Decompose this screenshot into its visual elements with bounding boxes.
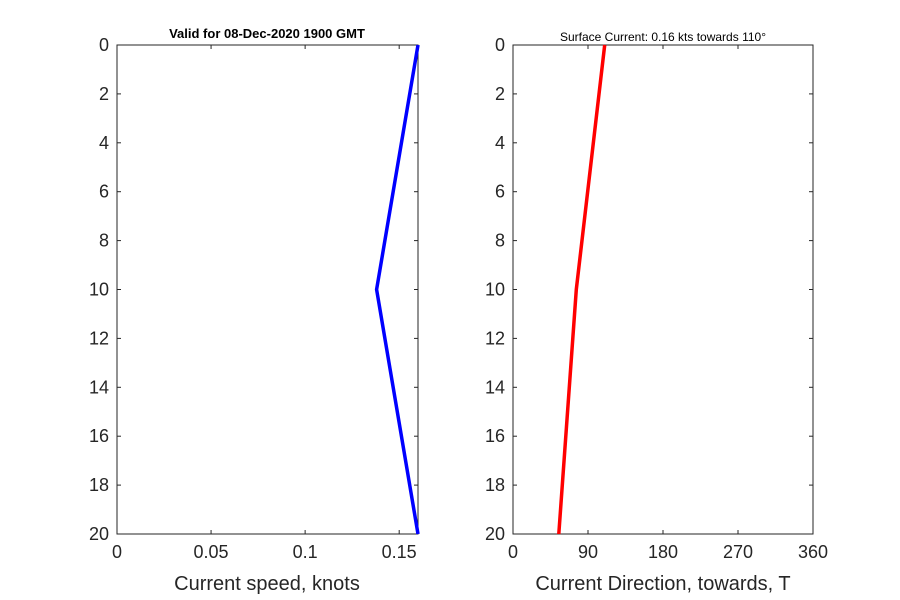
direction-tick-marks: [512, 44, 814, 535]
speed-x-axis-label: Current speed, knots: [174, 573, 360, 595]
speed-x-tick-label: 0.05: [194, 542, 229, 562]
direction-x-tick-label: 90: [578, 542, 598, 562]
speed-y-tick-label: 16: [89, 426, 109, 446]
speed-y-tick-label: 20: [89, 524, 109, 544]
speed-y-tick-label: 6: [99, 182, 109, 202]
speed-x-tick-labels: 0 0.05 0.1 0.15: [112, 542, 417, 562]
speed-y-tick-label: 0: [99, 35, 109, 55]
direction-x-tick-label: 180: [648, 542, 678, 562]
speed-series: [374, 44, 420, 535]
direction-y-tick-label: 20: [485, 524, 505, 544]
direction-x-tick-label: 0: [508, 542, 518, 562]
direction-x-tick-label: 270: [723, 542, 753, 562]
speed-y-tick-label: 14: [89, 377, 109, 397]
speed-chart-title: Valid for 08-Dec-2020 1900 GMT: [169, 26, 365, 41]
speed-y-tick-label: 4: [99, 133, 109, 153]
direction-series-line: [557, 44, 607, 535]
direction-y-tick-label: 12: [485, 328, 505, 348]
speed-tick-marks: [116, 44, 418, 535]
direction-y-tick-label: 16: [485, 426, 505, 446]
speed-x-tick-label: 0.15: [382, 542, 417, 562]
speed-panel: 0 2 4 6 8 10 12 14 16 18 20 0 0.05 0.1 0.15 Valid for…: [89, 26, 420, 595]
direction-y-tick-label: 10: [485, 280, 505, 300]
direction-y-tick-label: 14: [485, 377, 505, 397]
direction-y-tick-label: 2: [495, 84, 505, 104]
direction-y-tick-labels: 0 2 4 6 8 10 12 14 16 18 20: [485, 35, 505, 544]
direction-chart-title: Surface Current: 0.16 kts towards 110°: [560, 30, 766, 44]
speed-y-tick-labels: 0 2 4 6 8 10 12 14 16 18 20: [89, 35, 109, 544]
direction-x-axis-label: Current Direction, towards, T: [535, 573, 790, 595]
direction-y-tick-label: 8: [495, 231, 505, 251]
direction-y-tick-label: 6: [495, 182, 505, 202]
direction-y-tick-label: 18: [485, 475, 505, 495]
speed-x-tick-label: 0: [112, 542, 122, 562]
speed-y-tick-label: 12: [89, 328, 109, 348]
speed-x-tick-label: 0.1: [293, 542, 318, 562]
direction-x-tick-label: 360: [798, 542, 828, 562]
direction-x-tick-labels: 0 90 180 270 360: [508, 542, 828, 562]
speed-y-tick-label: 8: [99, 231, 109, 251]
speed-y-tick-label: 2: [99, 84, 109, 104]
speed-y-tick-label: 18: [89, 475, 109, 495]
speed-series-line: [374, 44, 420, 535]
speed-y-tick-label: 10: [89, 280, 109, 300]
direction-series: [557, 44, 607, 535]
direction-y-tick-label: 4: [495, 133, 505, 153]
direction-panel: 0 2 4 6 8 10 12 14 16 18 20 0 90 180 270 360 Surface C…: [485, 30, 828, 595]
direction-y-tick-label: 0: [495, 35, 505, 55]
